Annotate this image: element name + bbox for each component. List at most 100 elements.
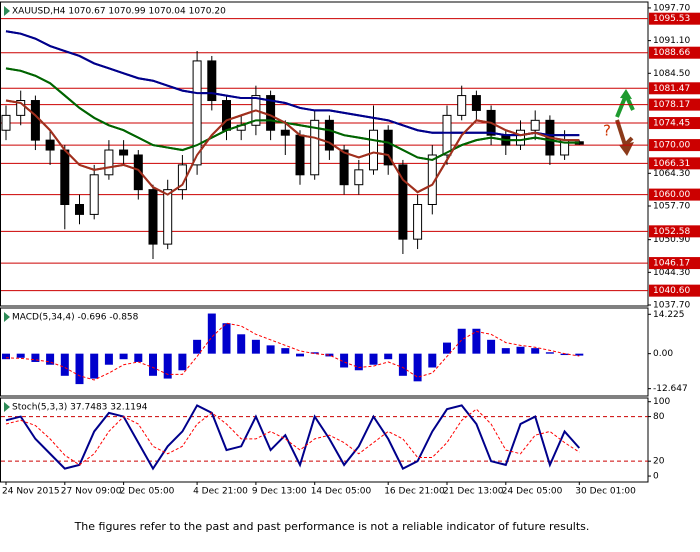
macd-bar [560,353,569,356]
macd-bar [472,328,481,354]
macd-bar [281,348,290,354]
level-label: 1060.00 [653,190,690,200]
y-tick-label: 1057.70 [653,201,690,211]
macd-bar [266,345,275,354]
candle-body [163,189,173,245]
candle-body [45,139,55,151]
macd-bar [516,346,525,354]
level-label-bg [649,82,700,95]
candle-body [369,129,378,171]
y-tick-label: 80 [653,412,665,422]
level-label: 1052.58 [653,227,690,237]
y-tick-label: 1050.90 [653,235,690,245]
macd-bar [237,334,246,354]
level-label-bg [649,225,700,238]
level-label-bg [649,139,700,152]
x-tick-label: 27 Nov 09:00 [61,487,122,497]
y-tick-label: 1044.30 [653,268,690,278]
y-tick-label: 1091.10 [653,36,690,46]
macd-bar [296,353,304,357]
stoch-line [5,408,580,466]
candle-body [89,174,99,215]
x-tick-label: 24 Dec 05:00 [502,487,563,497]
y-tick-label: 1084.50 [653,69,690,79]
candle-body [30,100,40,141]
level-label: 1095.53 [653,14,690,24]
candle-body [222,100,231,131]
macd-bar [325,353,334,357]
level-label-bg [649,98,700,111]
macd-bar [60,353,69,376]
candle-body [457,95,467,116]
candle-body [530,119,540,131]
panel-title: XAUUSD,H4 1070.67 1070.99 1070.04 1070.2… [12,7,226,17]
level-label: 1074.45 [653,119,690,129]
macd-bar [178,353,187,371]
level-label-bg [649,157,700,170]
signal-line [5,322,580,381]
candle-body [16,100,26,116]
annotation: ? [603,122,611,140]
candle-body [442,114,452,156]
macd-bar [75,353,84,385]
macd-bar [531,348,540,354]
candle-body [266,95,276,131]
level-label-bg [649,284,700,297]
candle-body [148,189,158,245]
candle-body [413,204,423,240]
macd-bar [193,339,202,354]
stoch-line [5,404,581,471]
candle-body [398,164,408,240]
macd-bar [222,323,231,354]
macd-bar [163,353,172,379]
macd-bar [16,353,25,358]
macd-bar [413,353,422,382]
candle-body [1,114,11,131]
candle-body [324,119,334,151]
macd-bar [384,353,393,360]
macd-bar [501,348,510,354]
x-tick-label: 30 Dec 01:00 [575,487,636,497]
level-label-bg [649,117,700,130]
candle-body [133,154,143,191]
candle-body [471,95,481,111]
candle-body [295,134,305,176]
panel-frame [0,1,649,307]
title-marker [4,6,10,16]
x-tick-label: 16 Dec 21:00 [384,487,445,497]
x-tick-label: 2 Dec 05:00 [120,487,175,497]
macd-bar [487,339,496,354]
candle-body [354,169,364,186]
x-tick-label: 14 Dec 05:00 [311,487,372,497]
macd-bar [428,353,437,368]
disclaimer: The figures refer to the past and past p… [74,520,590,533]
macd-bar [104,353,113,365]
y-tick-label: -12.647 [653,384,688,394]
macd-bar [354,353,363,371]
level-label-bg [649,12,700,25]
candle-body [207,60,217,102]
candle-body [310,119,320,176]
level-label: 1078.17 [653,100,690,110]
x-tick-label: 24 Nov 2015 [2,487,60,497]
macd-bar [575,353,584,356]
y-tick-label: 100 [653,397,670,407]
x-tick-label: 9 Dec 13:00 [252,487,307,497]
macd-bar [251,339,260,354]
macd-bar [2,353,10,360]
panel-frame [0,307,649,397]
macd-bar [149,353,157,376]
x-tick-label: 21 Dec 13:00 [443,487,504,497]
macd-bar [398,353,407,376]
y-tick-label: 1037.70 [653,301,690,311]
level-label: 1066.31 [653,159,690,169]
macd-bar [46,353,55,365]
macd-bar [90,353,99,379]
candle-body [75,204,84,215]
candle-body [516,129,525,146]
level-label: 1081.47 [653,84,690,94]
macd-bar [443,342,451,354]
level-label: 1046.17 [653,259,690,269]
